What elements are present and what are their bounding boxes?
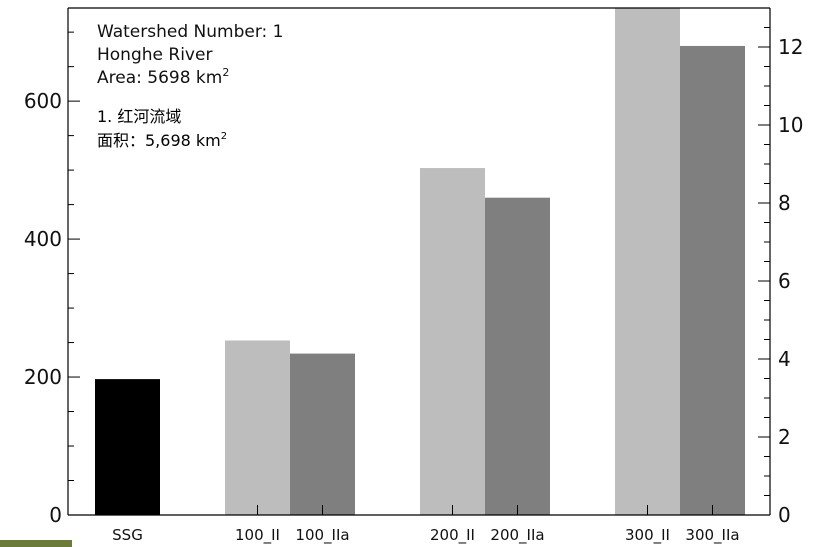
right-tick-label: 6	[778, 269, 791, 293]
bar-300-ii	[615, 8, 680, 515]
bars-group	[95, 8, 745, 515]
left-axis-ticks: 0 200 400 600	[24, 31, 80, 527]
bar-ssg	[95, 379, 160, 515]
right-tick-label: 12	[778, 35, 803, 59]
bar-100-iia	[290, 353, 355, 515]
left-tick-label: 200	[24, 365, 62, 389]
bar-300-iia	[680, 45, 745, 515]
annotation-block: Watershed Number: 1 Honghe River Area: 5…	[97, 22, 283, 150]
right-tick-label: 8	[778, 191, 791, 215]
right-tick-label: 4	[778, 347, 791, 371]
category-labels: SSG 100_II 100_IIa 200_II 200_IIa 300_II 300_I…	[112, 505, 740, 545]
category-label: 100_II	[235, 526, 280, 545]
annotation-river-name: Honghe River	[97, 45, 212, 65]
annotation-cn-area: 面积：5,698 km2	[97, 131, 227, 150]
category-label: 200_II	[430, 526, 475, 545]
annotation-cn-area-superscript: 2	[221, 131, 227, 142]
photo-corner-fragment	[0, 540, 72, 547]
category-label: 100_IIa	[295, 526, 349, 545]
annotation-cn-watershed: 1. 红河流域	[97, 107, 181, 126]
annotation-cn-area-text: 面积：5,698 km	[97, 131, 221, 150]
annotation-area: Area: 5698 km2	[97, 66, 229, 88]
left-tick-label: 0	[49, 503, 62, 527]
category-label: SSG	[112, 526, 143, 544]
annotation-area-superscript: 2	[222, 66, 229, 79]
category-label: 300_II	[625, 526, 670, 545]
bar-200-ii	[420, 168, 485, 515]
bar-100-ii	[225, 340, 290, 515]
left-tick-label: 600	[24, 89, 62, 113]
category-label: 300_IIa	[685, 526, 739, 545]
annotation-area-text: Area: 5698 km	[97, 68, 222, 88]
annotation-watershed-number: Watershed Number: 1	[97, 22, 283, 42]
right-tick-label: 0	[778, 503, 791, 527]
category-label: 200_IIa	[490, 526, 544, 545]
right-axis-ticks: 0 2 4 6 8 10 12	[758, 7, 803, 527]
right-tick-label: 10	[778, 113, 803, 137]
right-tick-label: 2	[778, 425, 791, 449]
left-tick-label: 400	[24, 227, 62, 251]
bar-200-iia	[485, 197, 550, 515]
axes-group	[67, 7, 771, 516]
